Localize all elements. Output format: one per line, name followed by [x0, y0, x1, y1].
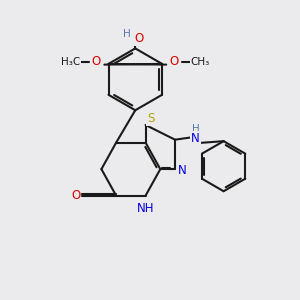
Text: H: H — [192, 124, 200, 134]
Text: O: O — [134, 32, 143, 45]
Text: O: O — [71, 189, 80, 202]
Text: S: S — [147, 112, 155, 125]
Text: N: N — [191, 132, 200, 145]
Text: O: O — [92, 55, 101, 68]
Text: H: H — [123, 29, 131, 39]
Text: O: O — [170, 55, 179, 68]
Text: N: N — [178, 164, 187, 177]
Text: H₃C: H₃C — [61, 57, 80, 67]
Text: CH₃: CH₃ — [190, 57, 210, 67]
Text: NH: NH — [137, 202, 154, 214]
